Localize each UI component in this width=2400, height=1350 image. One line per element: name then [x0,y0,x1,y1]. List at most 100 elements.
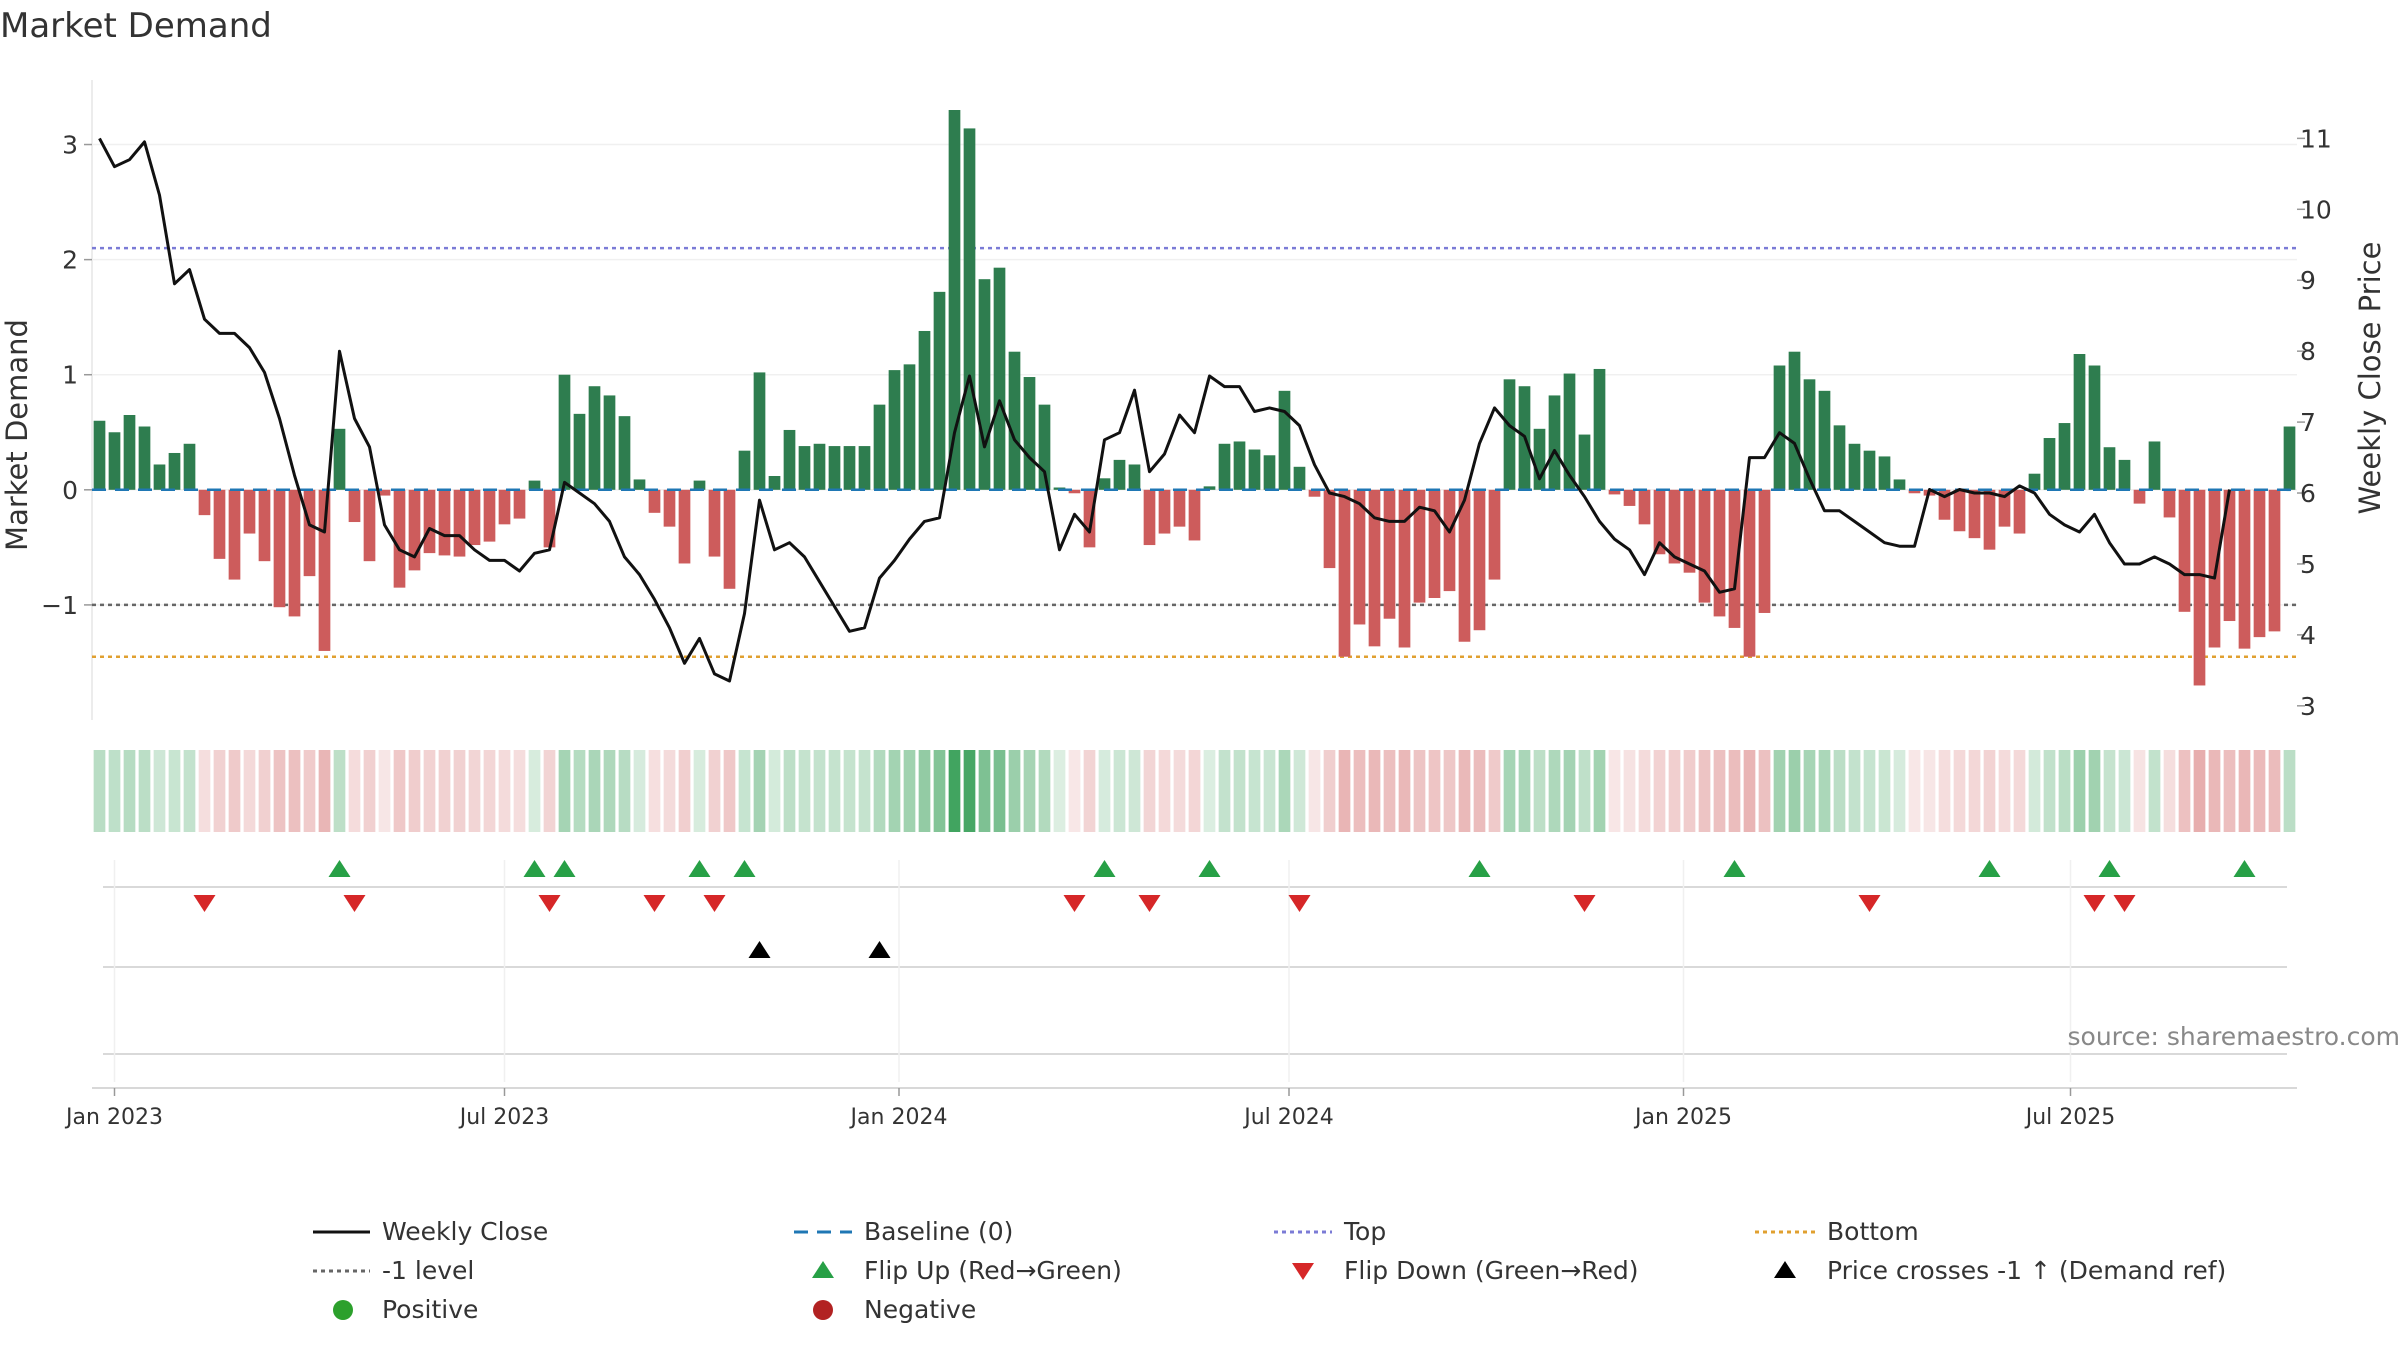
heat-strip-cell [1878,750,1891,832]
heat-strip-cell [1368,750,1381,832]
demand-bar [1308,489,1321,497]
demand-bar [288,489,301,617]
heat-strip-cell [948,750,961,832]
demand-bar [2178,489,2191,612]
heat-strip-cell [1938,750,1951,832]
demand-bar [588,386,601,490]
demand-bar [468,489,481,546]
legend-label: Positive [382,1295,479,1324]
demand-bar [573,413,586,490]
heat-strip-cell [183,750,196,832]
demand-bar [813,443,826,490]
legend-label: Flip Down (Green→Red) [1344,1256,1639,1285]
demand-bar [2283,426,2296,490]
heat-strip-cell [2058,750,2071,832]
demand-bar [1428,489,1441,598]
demand-bar [1983,489,1996,550]
heat-strip-cell [633,750,646,832]
heat-strip-cell [2013,750,2026,832]
heat-strip-cell [1743,750,1756,832]
legend-bottom-dotted-icon [1745,1212,1815,1251]
heat-strip-cell [558,750,571,832]
flip-down-marker [703,895,726,912]
heat-strip-cell [1323,750,1336,832]
source-credit: source: sharemaestro.com [2067,1022,2400,1051]
demand-bar [1533,428,1546,490]
heat-strip-cell [1068,750,1081,832]
heat-strip-cell [648,750,661,832]
heat-strip-cell [1638,750,1651,832]
demand-bar [1398,489,1411,648]
heat-strip-cell [1398,750,1411,832]
demand-bar [2058,423,2071,490]
heat-strip-cell [1548,750,1561,832]
heat-strip-cell [1488,750,1501,832]
flip-up-marker [1093,860,1116,877]
demand-bar [1503,379,1516,490]
demand-bar [888,370,901,490]
heat-strip-cell [423,750,436,832]
legend-label: -1 level [382,1256,475,1285]
heat-strip-cell [1728,750,1741,832]
demand-bar [1113,459,1126,490]
demand-bar [1728,489,1741,628]
demand-bar [213,489,226,559]
y-tick-label: 0 [62,476,78,505]
heat-strip-cell [1233,750,1246,832]
demand-bar [1128,464,1141,490]
demand-bar [1998,489,2011,527]
y-tick-label: −1 [41,591,78,620]
flip-up-marker [553,860,576,877]
y-axis-label: Market Demand [0,319,34,551]
y2-tick-label: 7 [2300,408,2316,437]
demand-bar [1023,377,1036,490]
heat-strip-cell [1293,750,1306,832]
demand-bar [783,429,796,490]
demand-bar [2028,473,2041,490]
heat-strip-cell [2043,750,2056,832]
demand-bar [408,489,421,571]
heat-strip-cell [1998,750,2011,832]
demand-bar [663,489,676,527]
demand-bar [438,489,451,556]
heat-strip-cell [153,750,166,832]
demand-bar [723,489,736,589]
demand-bar [423,489,436,554]
demand-bar [1833,425,1846,490]
weekly-close-line [98,137,2231,683]
demand-bar [948,110,961,490]
y2-tick-label: 10 [2300,195,2332,224]
heat-strip-cell [1953,750,1966,832]
legend-label: Flip Up (Red→Green) [864,1256,1122,1285]
demand-bar [528,480,541,490]
demand-bar [1938,489,1951,520]
heat-strip-cell [798,750,811,832]
legend-weekly-close-line-icon [300,1212,373,1251]
heat-strip-cell [603,750,616,832]
demand-bar [1188,489,1201,541]
heat-strip-cell [198,750,211,832]
heat-strip-cell [1653,750,1666,832]
heat-strip-cell [1113,750,1126,832]
heat-strip-cell [918,750,931,832]
heat-strip-cell [588,750,601,832]
heat-strip-cell [1593,750,1606,832]
heat-strip-cell [2223,750,2236,832]
demand-bar [708,489,721,557]
heat-strip-cell [2103,750,2116,832]
flip-down-marker [1063,895,1086,912]
demand-bar [633,479,646,490]
demand-bar [828,446,841,490]
demand-bar [153,464,166,490]
demand-bar [2103,447,2116,490]
demand-bar [483,489,496,542]
y2-tick-label: 4 [2300,621,2316,650]
demand-bar [168,452,181,490]
demand-bar [453,489,466,557]
flip-up-marker [1198,860,1221,877]
demand-bar [858,446,871,490]
demand-bar [1068,489,1081,494]
demand-bar [2238,489,2251,649]
demand-bar [2268,489,2281,632]
demand-bar [348,489,361,523]
